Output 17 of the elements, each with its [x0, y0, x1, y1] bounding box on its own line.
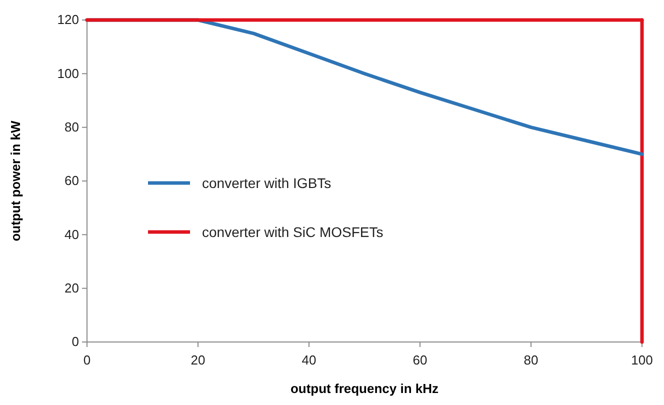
- x-tick-label: 40: [302, 352, 316, 368]
- x-tick-label: 60: [412, 352, 428, 368]
- x-tick-label: 20: [190, 352, 206, 368]
- y-tick-label: 40: [64, 226, 79, 242]
- x-tick-label: 0: [83, 352, 91, 368]
- legend-label: converter with SiC MOSFETs: [202, 224, 384, 240]
- y-tick-label: 20: [64, 280, 79, 296]
- x-tick-label: 100: [631, 352, 653, 368]
- x-tick-label: 80: [524, 352, 538, 368]
- legend-label: converter with IGBTs: [202, 175, 332, 191]
- y-axis-title: output power in kW: [8, 120, 23, 242]
- y-tick-label: 100: [57, 66, 79, 81]
- y-tick-label: 60: [64, 173, 79, 188]
- y-tick-label: 120: [57, 12, 79, 28]
- y-tick-label: 80: [64, 119, 79, 134]
- x-axis-title: output frequency in kHz: [290, 381, 440, 396]
- y-tick-label: 0: [72, 334, 79, 350]
